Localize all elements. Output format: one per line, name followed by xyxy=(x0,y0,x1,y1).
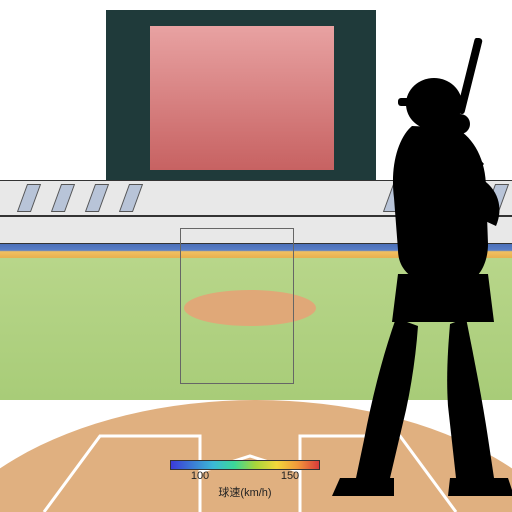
legend-tick: 100 xyxy=(191,470,209,482)
legend-tick: 150 xyxy=(281,470,299,482)
strike-zone xyxy=(180,228,294,384)
batter-silhouette xyxy=(298,38,512,498)
